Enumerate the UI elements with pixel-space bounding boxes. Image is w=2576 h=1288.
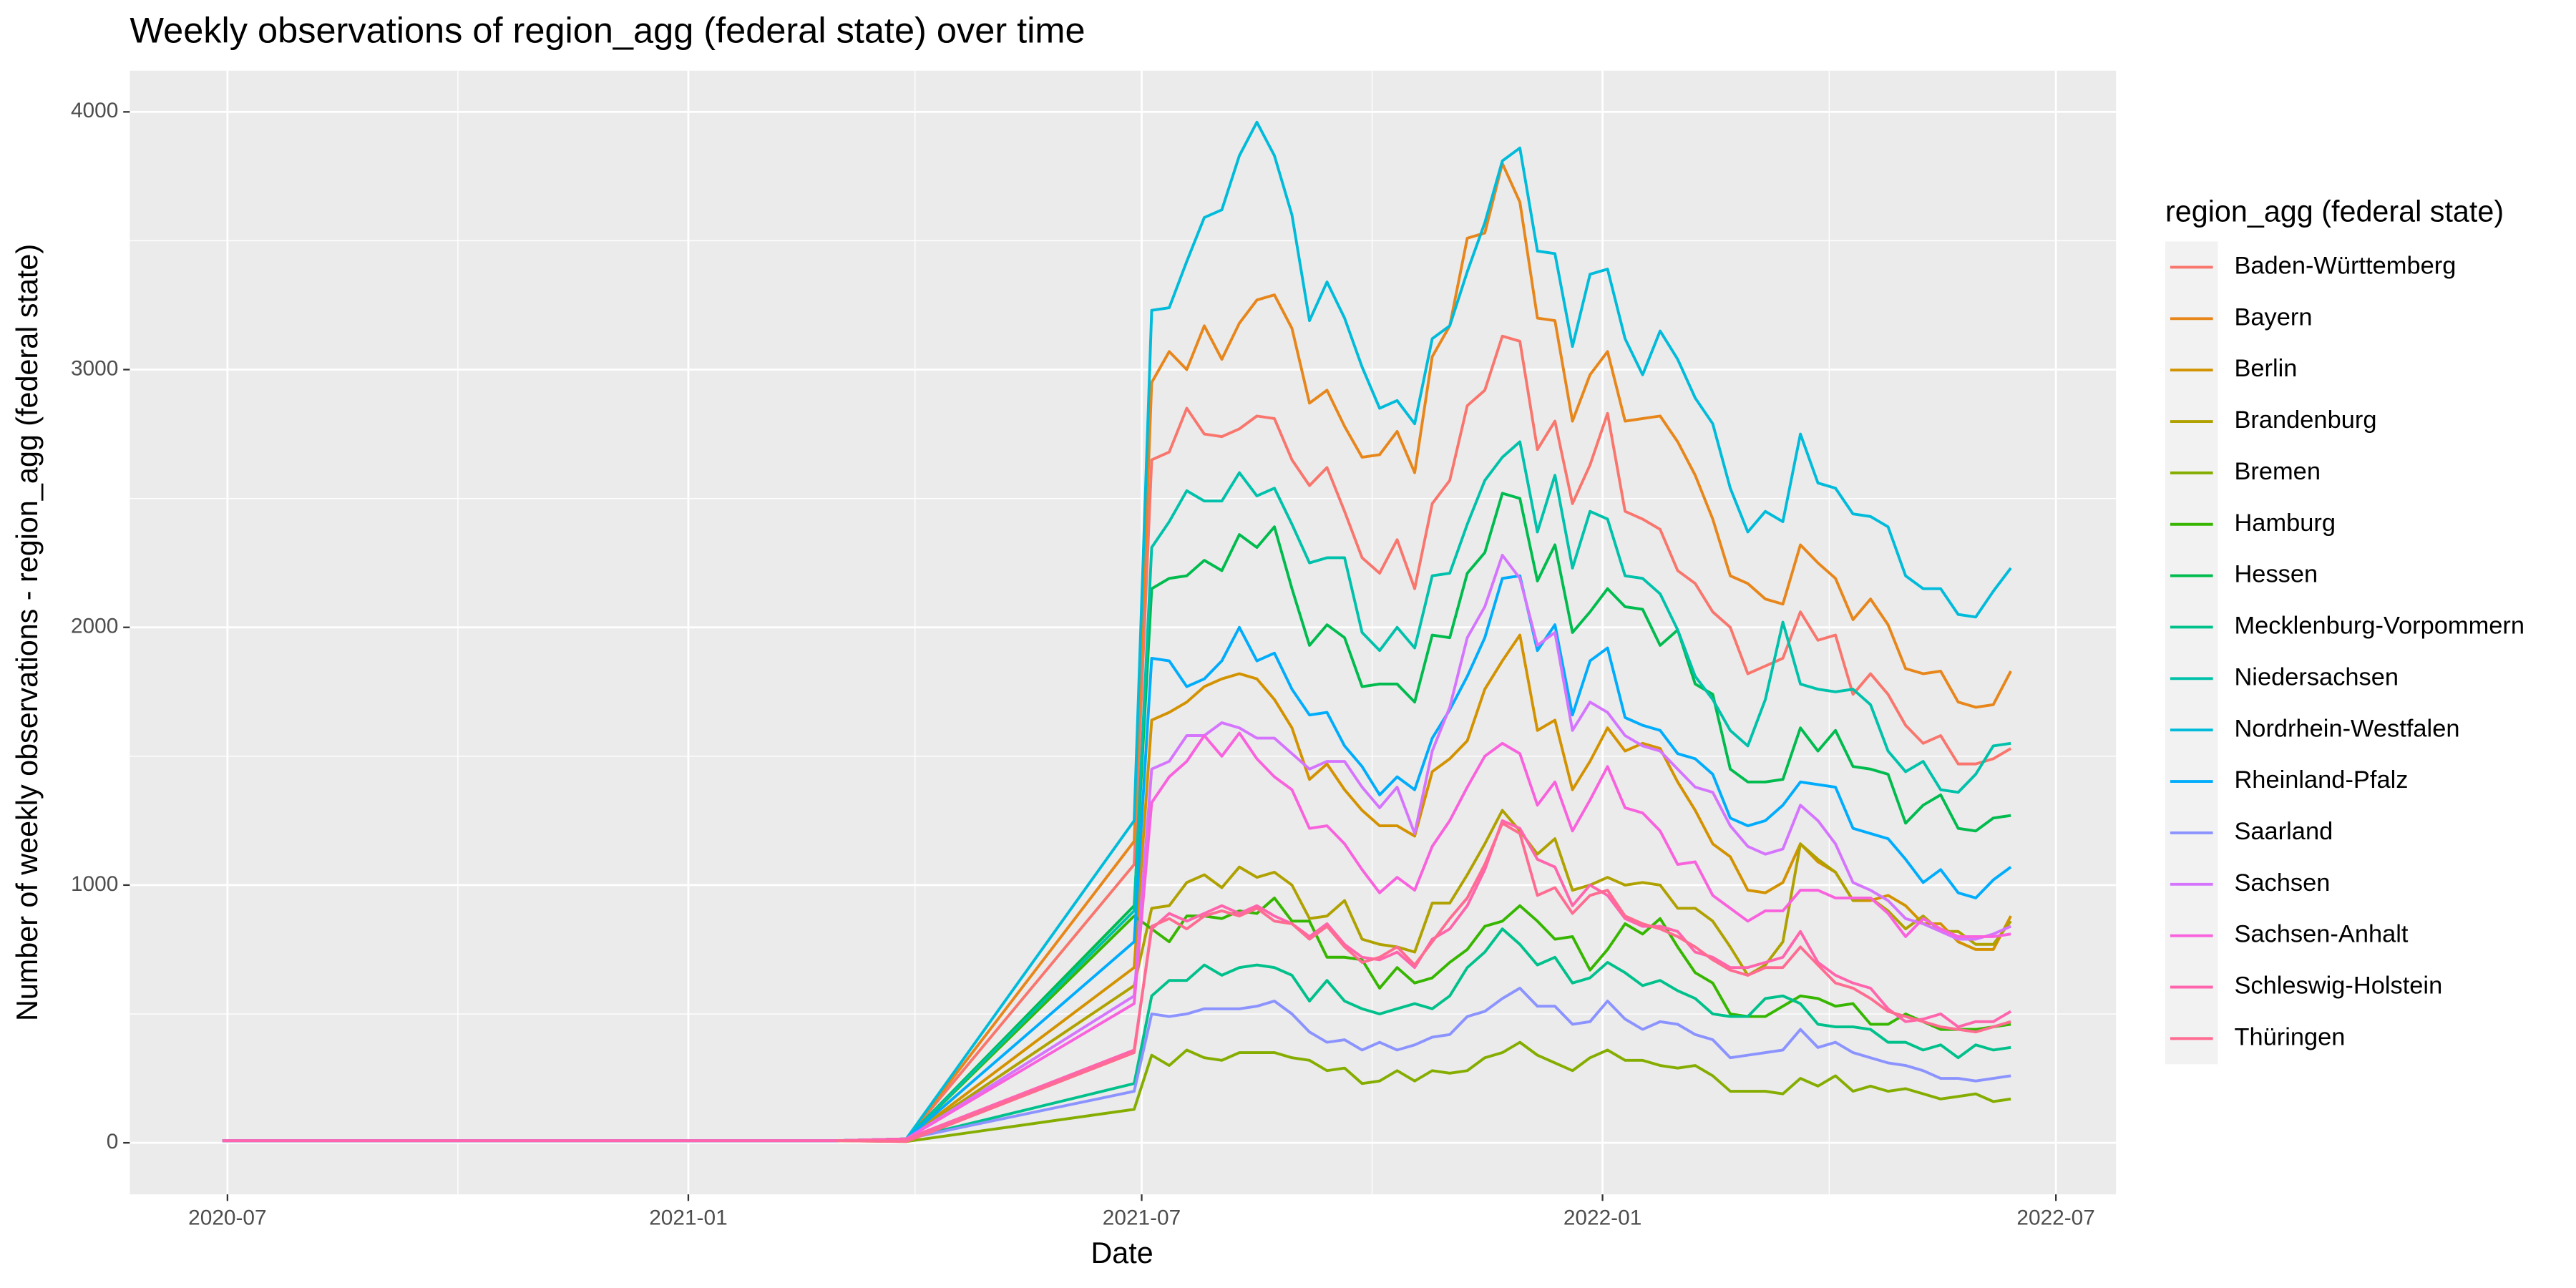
x-tick-label: 2022-01 [1563, 1206, 1641, 1229]
legend-label: Bremen [2234, 458, 2321, 485]
series-line [222, 553, 2011, 1143]
series-line [222, 1040, 2011, 1143]
series-line [222, 987, 2011, 1143]
series-line [222, 731, 2011, 1143]
series-line [222, 440, 2011, 1143]
legend-background [2165, 241, 2218, 1065]
legend-label: Thüringen [2234, 1023, 2345, 1050]
y-tick-label: 0 [107, 1130, 119, 1153]
series-line [222, 809, 2012, 1143]
legend-label: Saarland [2234, 818, 2333, 845]
panel [130, 70, 2117, 1195]
legend-label: Hamburg [2234, 509, 2336, 537]
chart-title: Weekly observations of region_agg (feder… [130, 9, 1085, 50]
x-tick-label: 2021-07 [1103, 1206, 1181, 1229]
legend-label: Sachsen [2234, 869, 2330, 897]
legend-label: Hessen [2234, 561, 2318, 588]
legend-title: region_agg (federal state) [2165, 195, 2504, 228]
legend-label: Bayern [2234, 303, 2312, 331]
legend-label: Brandenburg [2234, 406, 2376, 434]
series-line [222, 819, 2012, 1143]
series-line [222, 120, 2012, 1143]
x-axis-title: Date [1091, 1236, 1153, 1269]
series-line [222, 927, 2011, 1143]
x-tick-label: 2020-07 [188, 1206, 266, 1229]
legend-label: Mecklenburg-Vorpommern [2234, 613, 2524, 640]
y-tick-label: 1000 [71, 872, 118, 896]
legend-label: Sachsen-Anhalt [2234, 921, 2408, 948]
x-tick-label: 2021-01 [649, 1206, 727, 1229]
legend-label: Niedersachsen [2234, 663, 2399, 691]
series-line [222, 162, 2012, 1143]
series-line [836, 821, 2011, 1143]
y-tick-label: 4000 [71, 99, 118, 122]
legend-label: Baden-Württemberg [2234, 253, 2456, 280]
legend-label: Berlin [2234, 355, 2297, 382]
y-tick-label: 2000 [71, 615, 118, 638]
legend-label: Nordrhein-Westfalen [2234, 715, 2459, 742]
y-axis-title: Number of weekly observations - region_a… [11, 244, 44, 1021]
series-line [222, 492, 2011, 1143]
y-tick-label: 3000 [71, 356, 118, 380]
x-tick-label: 2022-07 [2016, 1206, 2094, 1229]
legend-label: Rheinland-Pfalz [2234, 766, 2408, 794]
legend-label: Schleswig-Holstein [2234, 972, 2442, 1000]
